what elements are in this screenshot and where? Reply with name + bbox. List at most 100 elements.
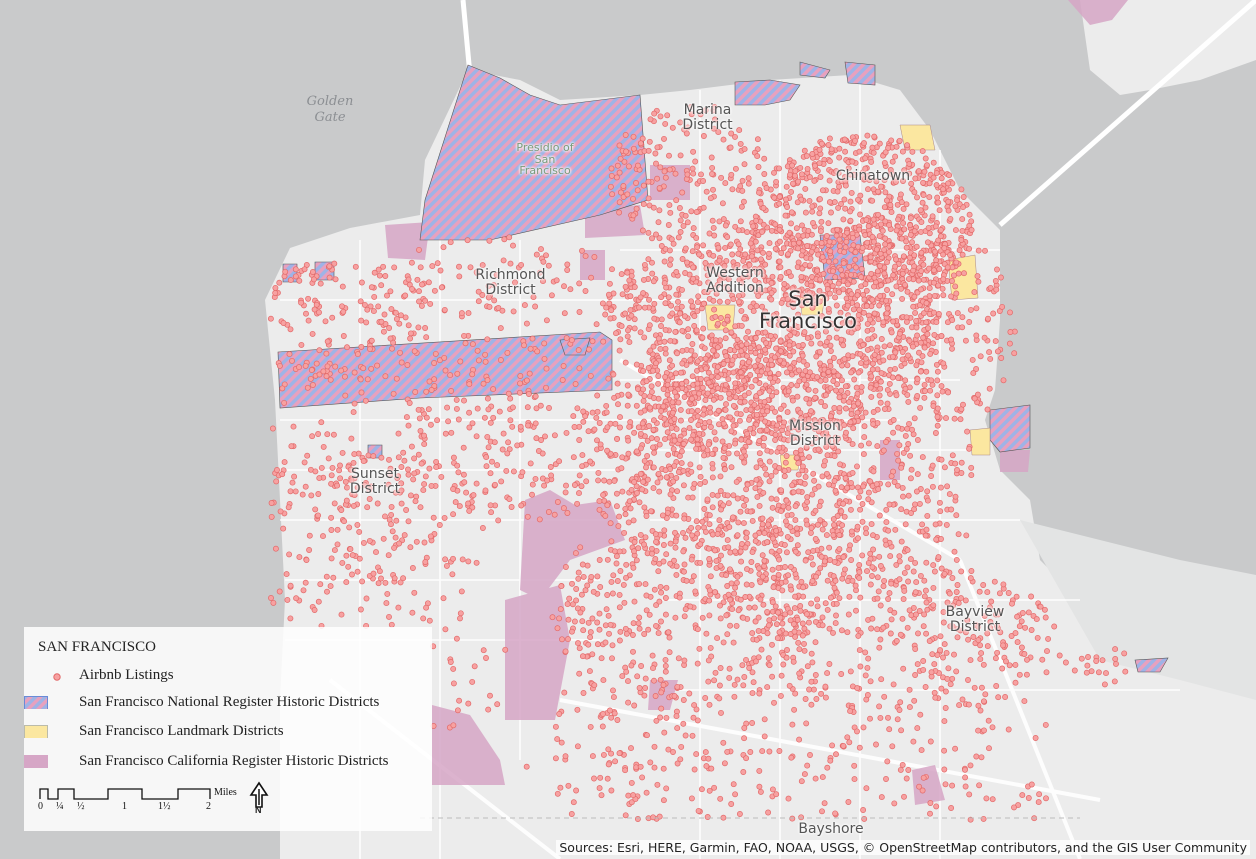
airbnb-listing-point [606, 280, 613, 287]
airbnb-listing-point [1112, 656, 1119, 662]
airbnb-listing-point [935, 554, 942, 561]
airbnb-listing-point [786, 352, 793, 359]
airbnb-listing-point [906, 704, 913, 711]
airbnb-listing-point [730, 369, 737, 376]
airbnb-listing-point [752, 658, 759, 665]
airbnb-listing-point [902, 521, 909, 528]
airbnb-listing-point [688, 208, 695, 215]
airbnb-listing-point [812, 672, 819, 678]
airbnb-listing-point [637, 409, 644, 416]
airbnb-listing-point [781, 473, 788, 480]
airbnb-listing-point [691, 352, 698, 359]
airbnb-listing-point [666, 247, 673, 254]
airbnb-listing-point [637, 329, 644, 336]
airbnb-listing-point [656, 441, 663, 448]
airbnb-listing-point [712, 313, 719, 320]
airbnb-listing-point [542, 433, 548, 440]
airbnb-listing-point [672, 538, 679, 545]
airbnb-listing-point [296, 364, 302, 371]
airbnb-listing-point [672, 614, 679, 621]
airbnb-listing-point [912, 501, 918, 508]
airbnb-listing-point [954, 582, 961, 588]
airbnb-listing-point [677, 152, 684, 159]
airbnb-listing-point [457, 358, 464, 365]
airbnb-listing-point [308, 492, 315, 499]
airbnb-listing-point [892, 526, 899, 533]
airbnb-listing-point [938, 169, 945, 176]
airbnb-listing-point [650, 814, 657, 821]
airbnb-listing-point [1088, 668, 1095, 675]
airbnb-listing-point [272, 290, 279, 296]
airbnb-listing-point [679, 286, 685, 293]
airbnb-listing-point [864, 132, 871, 139]
airbnb-listing-point [925, 224, 932, 231]
airbnb-listing-point [757, 460, 764, 467]
airbnb-listing-point [881, 204, 888, 211]
airbnb-listing-point [899, 148, 906, 155]
airbnb-listing-point [725, 500, 732, 507]
airbnb-listing-point [926, 285, 933, 292]
airbnb-listing-point [922, 532, 929, 539]
airbnb-listing-point [878, 221, 884, 228]
airbnb-listing-point [904, 624, 911, 631]
airbnb-listing-point [441, 306, 448, 313]
airbnb-listing-point [438, 473, 445, 480]
airbnb-listing-point [562, 648, 569, 655]
airbnb-listing-point [958, 568, 965, 575]
airbnb-listing-point [766, 250, 772, 257]
airbnb-listing-point [706, 556, 713, 562]
airbnb-listing-point [591, 254, 598, 260]
airbnb-listing-point [417, 504, 424, 511]
airbnb-listing-point [706, 418, 713, 425]
airbnb-listing-point [807, 752, 813, 758]
airbnb-listing-point [840, 500, 847, 507]
airbnb-listing-point [785, 572, 792, 579]
airbnb-listing-point [765, 622, 772, 629]
airbnb-listing-point [691, 702, 698, 709]
airbnb-listing-point [544, 477, 551, 484]
airbnb-listing-point [743, 534, 750, 541]
airbnb-listing-point [655, 568, 662, 575]
airbnb-listing-point [749, 517, 756, 524]
airbnb-listing-point [487, 470, 494, 477]
airbnb-listing-point [967, 575, 974, 582]
airbnb-listing-point [723, 353, 730, 360]
airbnb-listing-point [903, 244, 910, 251]
airbnb-listing-point [769, 641, 775, 648]
airbnb-listing-point [776, 193, 783, 200]
airbnb-listing-point [743, 755, 750, 762]
airbnb-listing-point [681, 313, 688, 320]
airbnb-listing-point [705, 678, 712, 685]
airbnb-listing-point [889, 374, 896, 381]
airbnb-listing-point [689, 165, 696, 172]
airbnb-listing-point [650, 417, 657, 424]
airbnb-listing-point [649, 550, 655, 557]
airbnb-listing-point [966, 245, 973, 252]
airbnb-listing-point [826, 481, 832, 488]
airbnb-listing-point [663, 474, 670, 481]
airbnb-listing-point [710, 186, 716, 193]
airbnb-listing-point [351, 400, 358, 407]
airbnb-listing-point [819, 614, 826, 621]
airbnb-listing-point [496, 408, 503, 415]
airbnb-listing-point [411, 348, 418, 355]
airbnb-listing-point [354, 568, 361, 575]
airbnb-listing-point [777, 348, 784, 355]
airbnb-listing-point [838, 336, 845, 343]
airbnb-listing-point [808, 701, 815, 708]
airbnb-listing-point [882, 235, 889, 242]
airbnb-listing-point [911, 189, 918, 196]
airbnb-listing-point [738, 385, 745, 392]
airbnb-listing-point [845, 799, 852, 805]
airbnb-listing-point [634, 673, 641, 680]
airbnb-listing-point [474, 347, 481, 354]
airbnb-listing-point [611, 394, 618, 401]
airbnb-listing-point [778, 487, 785, 494]
airbnb-listing-point [718, 709, 724, 716]
airbnb-listing-point [642, 581, 649, 588]
airbnb-listing-point [740, 257, 747, 264]
airbnb-listing-point [865, 336, 872, 343]
airbnb-listing-point [772, 408, 778, 415]
airbnb-listing-point [1007, 329, 1014, 335]
